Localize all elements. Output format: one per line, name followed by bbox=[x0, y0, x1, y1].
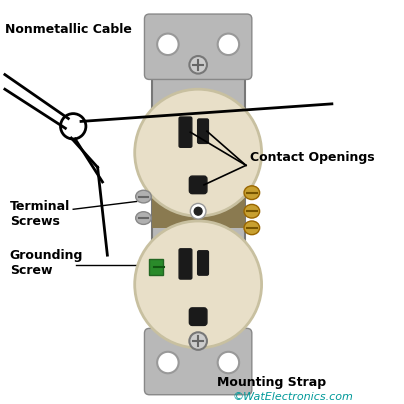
Circle shape bbox=[157, 34, 179, 55]
FancyBboxPatch shape bbox=[179, 117, 192, 147]
FancyBboxPatch shape bbox=[145, 14, 252, 80]
Text: ©WatElectronics.com: ©WatElectronics.com bbox=[232, 392, 353, 402]
Ellipse shape bbox=[244, 186, 260, 200]
Bar bbox=[152, 195, 245, 228]
Bar bbox=[149, 259, 163, 275]
Text: Nonmetallic Cable: Nonmetallic Cable bbox=[5, 23, 132, 36]
FancyBboxPatch shape bbox=[198, 251, 208, 275]
Circle shape bbox=[135, 221, 262, 348]
FancyBboxPatch shape bbox=[179, 249, 192, 279]
Circle shape bbox=[190, 204, 206, 219]
Circle shape bbox=[218, 352, 239, 373]
Text: Contact Openings: Contact Openings bbox=[250, 151, 375, 164]
FancyBboxPatch shape bbox=[145, 328, 252, 395]
Ellipse shape bbox=[244, 204, 260, 218]
Ellipse shape bbox=[136, 190, 151, 203]
Circle shape bbox=[194, 207, 202, 215]
FancyBboxPatch shape bbox=[189, 176, 207, 194]
Ellipse shape bbox=[136, 212, 151, 224]
Circle shape bbox=[189, 56, 207, 74]
FancyBboxPatch shape bbox=[189, 308, 207, 326]
Bar bbox=[152, 58, 245, 358]
Circle shape bbox=[157, 352, 179, 373]
Text: Terminal
Screws: Terminal Screws bbox=[10, 200, 70, 228]
Circle shape bbox=[189, 332, 207, 350]
FancyBboxPatch shape bbox=[198, 119, 208, 143]
Circle shape bbox=[135, 89, 262, 216]
Circle shape bbox=[218, 34, 239, 55]
Text: Mounting Strap: Mounting Strap bbox=[217, 376, 326, 389]
Text: Grounding
Screw: Grounding Screw bbox=[10, 249, 83, 277]
Ellipse shape bbox=[244, 221, 260, 235]
